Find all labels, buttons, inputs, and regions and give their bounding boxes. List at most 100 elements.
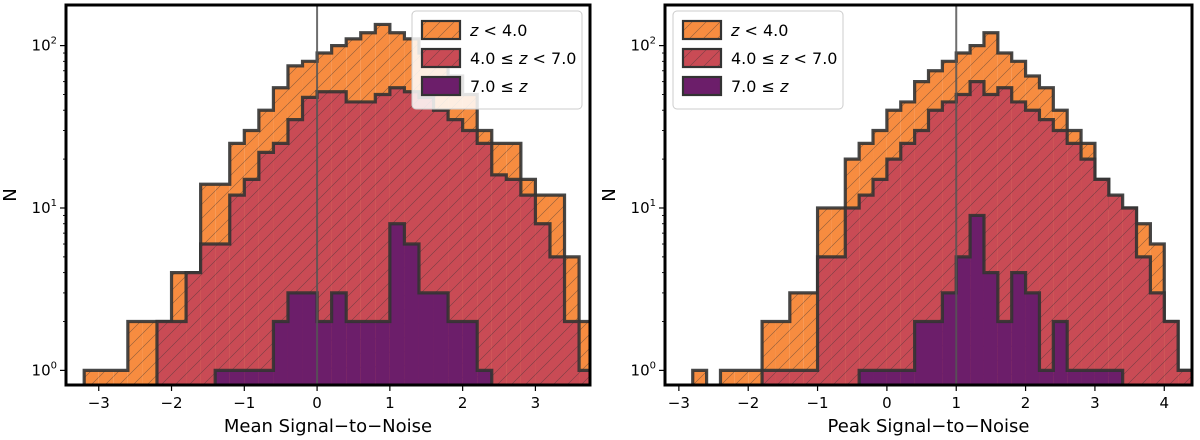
bar (900, 370, 915, 385)
series-outline (213, 222, 494, 385)
legend-label: 7.0 ≤ z (470, 77, 528, 96)
legend: z < 4.0 4.0 ≤ z < 7.0 7.0 ≤ z (411, 10, 583, 110)
bar (983, 272, 998, 385)
axes-frame (663, 3, 1194, 387)
legend-label: 4.0 ≤ z < 7.0 (470, 49, 576, 68)
x-tick-label: 2 (458, 394, 468, 412)
legend-swatch-hatch (683, 49, 721, 67)
bar (331, 292, 347, 385)
y-tick-label: 100 (631, 360, 656, 379)
bar-hatch (886, 159, 901, 385)
bar (360, 321, 376, 385)
bar-hatch (928, 110, 943, 385)
legend: z < 4.0 4.0 ≤ z < 7.0 7.0 ≤ z (672, 10, 844, 110)
bar (1081, 370, 1095, 385)
x-tick-label: 0 (882, 394, 892, 412)
bar (215, 370, 230, 385)
x-axis-label: Mean Signal−to−Noise (224, 416, 432, 437)
bar (404, 244, 419, 385)
x-tick-label: −1 (806, 394, 828, 412)
series-3 (213, 222, 494, 385)
legend-label: 7.0 ≤ z (731, 77, 789, 96)
bar (914, 321, 929, 385)
y-tick-label: 100 (32, 360, 57, 379)
bar-hatch (579, 321, 590, 385)
x-tick-label: 1 (951, 394, 961, 412)
bar-hatch (215, 244, 230, 385)
bar-hatch (845, 207, 860, 385)
legend-swatch-hatch (422, 49, 460, 67)
bar-hatch (692, 370, 707, 385)
bar-hatch (817, 256, 832, 385)
bar-hatch (1039, 119, 1054, 385)
x-tick-label: −2 (160, 394, 182, 412)
bar-hatch (734, 370, 749, 385)
bar (1011, 272, 1026, 385)
bar (302, 292, 318, 385)
bar (608, 370, 623, 385)
y-tick-label: 102 (32, 36, 57, 55)
y-axis-label: N (0, 188, 21, 201)
bar-hatch (1108, 195, 1123, 385)
legend-label: z < 4.0 (469, 21, 527, 40)
bar-hatch (775, 370, 790, 385)
panel-2: −3 −2 −1 0 1 2 3 4 100 101 102 Peak Signal−to−Noise… (599, 3, 1194, 437)
legend-label: z < 4.0 (730, 21, 788, 40)
bar-hatch (1150, 292, 1165, 385)
bar (229, 370, 245, 385)
bar-hatch (244, 179, 259, 385)
bar-hatch (789, 370, 804, 385)
series-outline (760, 80, 1192, 385)
x-tick-label: 2 (1021, 394, 1031, 412)
plot-area (82, 5, 623, 385)
bar-hatch (748, 370, 763, 385)
bar-hatch (98, 370, 114, 385)
bar-hatch (873, 179, 887, 385)
bar-hatch (520, 195, 536, 385)
bar-hatch (608, 370, 623, 385)
bar-hatch (720, 370, 735, 385)
bar (448, 321, 463, 385)
bar (287, 292, 303, 385)
bar (433, 292, 449, 385)
bar (346, 321, 361, 385)
series-3 (857, 213, 1125, 385)
bar-hatch (1081, 159, 1095, 385)
bar (886, 370, 901, 385)
bar (942, 292, 957, 385)
bar (970, 215, 984, 385)
bar-hatch (579, 370, 590, 385)
bar (1094, 370, 1109, 385)
bar-hatch (229, 195, 245, 385)
bar (594, 370, 609, 385)
bar-hatch (84, 370, 99, 385)
bar (244, 370, 259, 385)
series-outline (857, 213, 1125, 385)
x-tick-label: 3 (531, 394, 541, 412)
bar-hatch (997, 87, 1012, 385)
x-tick-label: −2 (737, 394, 759, 412)
legend-swatch-hatch (683, 21, 721, 39)
bar (997, 321, 1012, 385)
bar-hatch (535, 223, 550, 385)
plot-area (691, 5, 1192, 385)
bar-hatch (762, 370, 776, 385)
legend-swatch (681, 75, 723, 97)
legend-label: 4.0 ≤ z < 7.0 (731, 49, 837, 68)
bar-hatch (594, 370, 609, 385)
bar-hatch (142, 321, 157, 385)
y-axis-label: N (599, 188, 620, 201)
x-tick-label: 4 (1159, 394, 1169, 412)
bar-hatch (549, 256, 565, 385)
bar (258, 370, 274, 385)
legend-swatch (420, 75, 462, 97)
y-tick-label: 102 (631, 36, 656, 55)
bar-hatch (803, 292, 818, 385)
bar (317, 321, 332, 385)
bar-hatch (127, 321, 143, 385)
x-tick-label: −1 (233, 394, 255, 412)
legend-swatch-hatch (422, 21, 460, 39)
bar-hatch (186, 272, 201, 385)
bar (418, 292, 434, 385)
bar-hatch (1164, 321, 1179, 385)
